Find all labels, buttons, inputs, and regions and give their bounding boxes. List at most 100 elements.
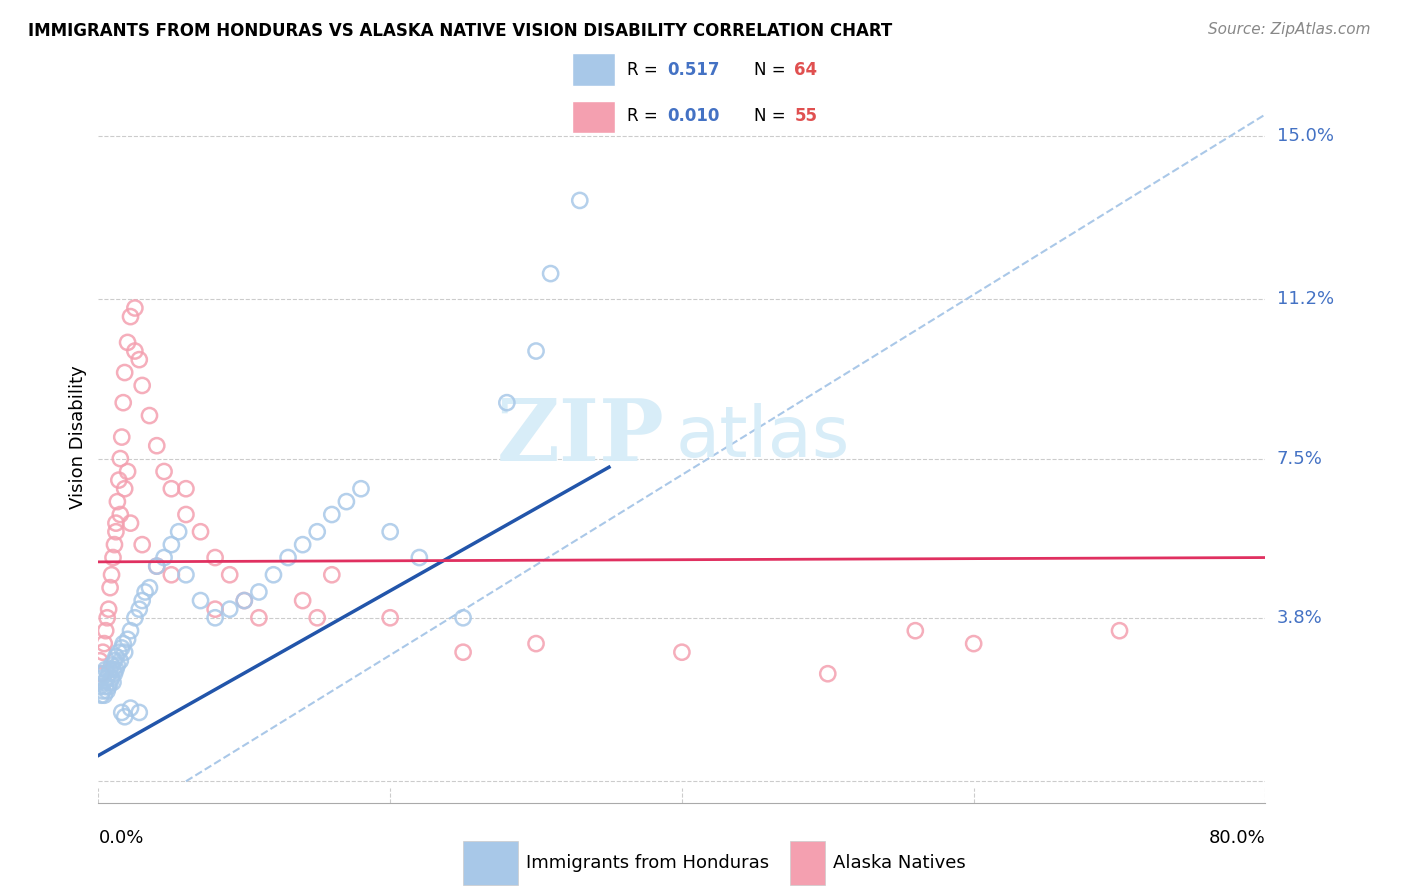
Point bbox=[111, 640, 134, 655]
Point bbox=[146, 559, 169, 574]
Point bbox=[100, 567, 122, 582]
Point bbox=[247, 585, 270, 599]
Point bbox=[524, 344, 547, 359]
Point bbox=[160, 567, 183, 582]
Point bbox=[111, 430, 134, 444]
Point bbox=[568, 194, 591, 208]
Point bbox=[817, 666, 839, 681]
Point bbox=[90, 688, 112, 702]
Point bbox=[128, 602, 150, 616]
Point bbox=[247, 611, 270, 625]
Point bbox=[90, 671, 112, 685]
Text: R =: R = bbox=[627, 61, 664, 78]
Point bbox=[153, 550, 176, 565]
Point bbox=[120, 701, 142, 715]
Point bbox=[204, 602, 226, 616]
Point bbox=[218, 567, 240, 582]
Point bbox=[100, 671, 122, 685]
Point bbox=[120, 516, 142, 530]
Point bbox=[233, 593, 256, 607]
Text: Alaska Natives: Alaska Natives bbox=[832, 854, 966, 872]
Point bbox=[108, 473, 131, 487]
Point bbox=[104, 662, 127, 676]
Point bbox=[90, 666, 112, 681]
Point bbox=[160, 482, 183, 496]
Point bbox=[291, 593, 314, 607]
Point bbox=[94, 662, 117, 676]
Point bbox=[146, 439, 169, 453]
Text: R =: R = bbox=[627, 107, 664, 125]
Point bbox=[120, 310, 142, 324]
Point bbox=[105, 494, 128, 508]
Point bbox=[904, 624, 927, 638]
Point bbox=[101, 675, 124, 690]
Point bbox=[104, 524, 127, 539]
Point bbox=[233, 593, 256, 607]
Point bbox=[98, 581, 121, 595]
Point bbox=[204, 611, 226, 625]
Point bbox=[291, 538, 314, 552]
Point bbox=[146, 559, 169, 574]
Text: 80.0%: 80.0% bbox=[1209, 829, 1265, 847]
Point bbox=[378, 611, 402, 625]
Point bbox=[153, 465, 176, 479]
Point bbox=[97, 602, 120, 616]
Text: atlas: atlas bbox=[676, 402, 851, 472]
Text: N =: N = bbox=[754, 107, 792, 125]
Point bbox=[97, 666, 120, 681]
Point bbox=[321, 567, 343, 582]
Point bbox=[91, 684, 114, 698]
Text: Source: ZipAtlas.com: Source: ZipAtlas.com bbox=[1208, 22, 1371, 37]
Point bbox=[110, 508, 132, 522]
Text: 15.0%: 15.0% bbox=[1277, 127, 1333, 145]
Text: 0.0%: 0.0% bbox=[98, 829, 143, 847]
Bar bbox=[572, 54, 614, 86]
Point bbox=[105, 658, 128, 673]
Point bbox=[451, 611, 474, 625]
Point bbox=[89, 654, 111, 668]
Text: 7.5%: 7.5% bbox=[1277, 450, 1323, 467]
Text: 0.517: 0.517 bbox=[668, 61, 720, 78]
Point bbox=[96, 611, 118, 625]
Point bbox=[1108, 624, 1130, 638]
Point bbox=[111, 706, 134, 720]
Point bbox=[101, 550, 124, 565]
Point bbox=[110, 451, 132, 466]
Point bbox=[108, 645, 131, 659]
Point bbox=[93, 637, 115, 651]
Point bbox=[98, 675, 121, 690]
Point bbox=[112, 395, 135, 409]
Point bbox=[174, 482, 197, 496]
Point bbox=[540, 267, 562, 281]
Point bbox=[131, 378, 153, 392]
Text: IMMIGRANTS FROM HONDURAS VS ALASKA NATIVE VISION DISABILITY CORRELATION CHART: IMMIGRANTS FROM HONDURAS VS ALASKA NATIV… bbox=[28, 22, 893, 40]
Text: Immigrants from Honduras: Immigrants from Honduras bbox=[526, 854, 769, 872]
Text: 0.010: 0.010 bbox=[668, 107, 720, 125]
Point bbox=[100, 658, 122, 673]
Point bbox=[97, 680, 120, 694]
Point bbox=[117, 632, 139, 647]
Text: N =: N = bbox=[754, 61, 792, 78]
Point bbox=[378, 524, 402, 539]
Point bbox=[218, 602, 240, 616]
Point bbox=[93, 688, 115, 702]
Point bbox=[120, 624, 142, 638]
Point bbox=[128, 352, 150, 367]
Point bbox=[160, 538, 183, 552]
Point bbox=[94, 680, 117, 694]
Point bbox=[524, 637, 547, 651]
Point bbox=[138, 409, 160, 423]
Point bbox=[96, 684, 118, 698]
Text: 11.2%: 11.2% bbox=[1277, 291, 1334, 309]
Point bbox=[94, 624, 117, 638]
Point bbox=[262, 567, 284, 582]
Point bbox=[204, 550, 226, 565]
Text: 3.8%: 3.8% bbox=[1277, 608, 1322, 627]
Point bbox=[174, 508, 197, 522]
Point bbox=[131, 593, 153, 607]
Point bbox=[124, 344, 146, 359]
Point bbox=[134, 585, 156, 599]
Point bbox=[114, 645, 136, 659]
Point bbox=[103, 538, 125, 552]
Bar bbox=[790, 841, 825, 885]
